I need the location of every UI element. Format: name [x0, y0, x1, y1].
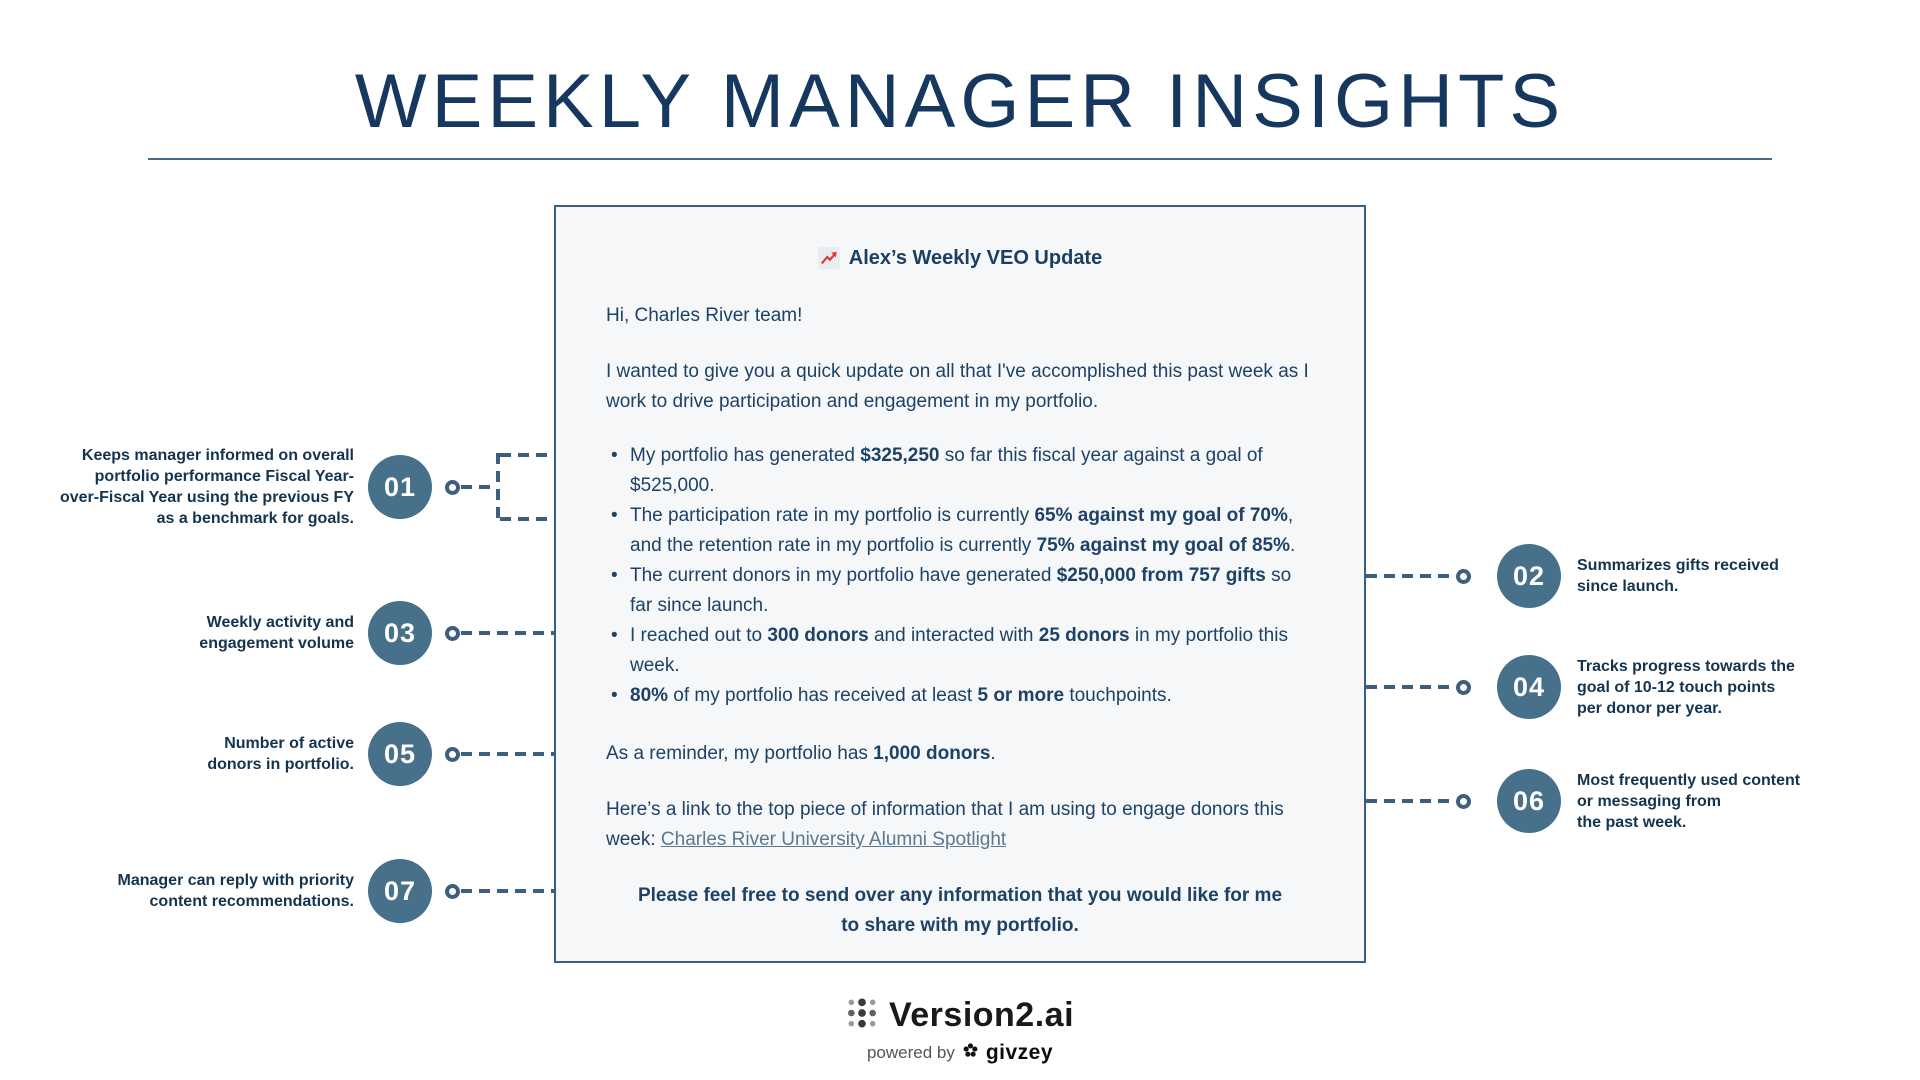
callout-07: Manager can reply with priority content … [28, 848, 432, 934]
connector-line-03 [461, 631, 554, 635]
content-link[interactable]: Charles River University Alumni Spotligh… [660, 829, 1007, 850]
card-title-text: Alex’s Weekly VEO Update [848, 247, 1103, 269]
callout-02-number-badge: 02 [1497, 544, 1561, 608]
givzey-wordmark: givzey [985, 1041, 1054, 1064]
callout-02: 02 Summarizes gifts received since launc… [1497, 533, 1920, 619]
intro-paragraph: I wanted to give you a quick update on a… [606, 361, 1309, 412]
connector-ring-07 [445, 884, 460, 899]
callout-01-description: Keeps manager informed on overall portfo… [59, 447, 354, 527]
version2-dots-grid-icon [846, 997, 878, 1034]
connector-line-04 [1366, 685, 1454, 689]
callout-05-number-badge: 05 [368, 722, 432, 786]
title-underline-rule [148, 158, 1772, 160]
bullet-item-outreach: I reached out to 300 donors and interact… [606, 621, 1314, 681]
connector-ring-06 [1456, 794, 1471, 809]
callout-05: Number of active donors in portfolio. 05 [28, 711, 432, 797]
callout-01-number-badge: 01 [368, 455, 432, 519]
connector-line-01-bracket [496, 453, 500, 521]
card-title: Alex’s Weekly VEO Update [606, 243, 1314, 273]
update-bullet-list: My portfolio has generated $325,250 so f… [606, 441, 1314, 711]
connector-ring-03 [445, 626, 460, 641]
greeting-text: Hi, Charles River team! [606, 305, 803, 326]
callout-04-number-badge: 04 [1497, 655, 1561, 719]
update-card: Alex’s Weekly VEO Update Hi, Charles Riv… [554, 205, 1366, 963]
connector-line-05 [461, 752, 554, 756]
callout-03: Weekly activity and engagement volume 03 [28, 590, 432, 676]
bullet-item-participation-retention: The participation rate in my portfolio i… [606, 501, 1314, 561]
bullet-item-gifts-since-launch: The current donors in my portfolio have … [606, 561, 1314, 621]
callout-06-description: Most frequently used content or messagin… [1577, 771, 1801, 831]
callout-06: 06 Most frequently used content or messa… [1497, 758, 1920, 844]
callout-04: 04 Tracks progress towards the goal of 1… [1497, 644, 1920, 730]
connector-line-01-mid [461, 485, 497, 489]
callout-01: Keeps manager informed on overall portfo… [28, 444, 432, 530]
callout-02-description: Summarizes gifts received since launch. [1577, 557, 1779, 595]
givzey-flower-icon [962, 1042, 979, 1064]
callout-03-description: Weekly activity and engagement volume [199, 614, 354, 652]
footer: Version2.ai powered by givzey [0, 996, 1920, 1065]
powered-by-text: powered by [866, 1043, 955, 1062]
connector-ring-02 [1456, 569, 1471, 584]
callout-07-number-badge: 07 [368, 859, 432, 923]
reminder-text: As a reminder, my portfolio has 1,000 do… [606, 743, 996, 764]
callout-03-number-badge: 03 [368, 601, 432, 665]
connector-line-01-bottom-arm [500, 517, 554, 521]
bullet-item-touchpoints: 80% of my portfolio has received at leas… [606, 681, 1314, 711]
closing-text: Please feel free to send over any inform… [637, 885, 1283, 936]
callout-06-number-badge: 06 [1497, 769, 1561, 833]
content-link-paragraph: Here’s a link to the top piece of inform… [606, 799, 1284, 850]
chart-increasing-icon [817, 247, 840, 269]
callout-05-description: Number of active donors in portfolio. [207, 735, 354, 773]
connector-ring-04 [1456, 680, 1471, 695]
connector-line-07 [461, 889, 554, 893]
connector-ring-01 [445, 480, 460, 495]
connector-line-01-top-arm [500, 453, 554, 457]
callout-07-description: Manager can reply with priority content … [117, 872, 355, 910]
page-title: WEEKLY MANAGER INSIGHTS [354, 59, 1566, 144]
connector-ring-05 [445, 747, 460, 762]
connector-line-06 [1366, 799, 1454, 803]
callout-04-description: Tracks progress towards the goal of 10-1… [1577, 657, 1795, 717]
version2-wordmark: Version2.ai [888, 996, 1075, 1034]
bullet-item-fiscal-year: My portfolio has generated $325,250 so f… [606, 441, 1314, 501]
connector-line-02 [1366, 574, 1454, 578]
